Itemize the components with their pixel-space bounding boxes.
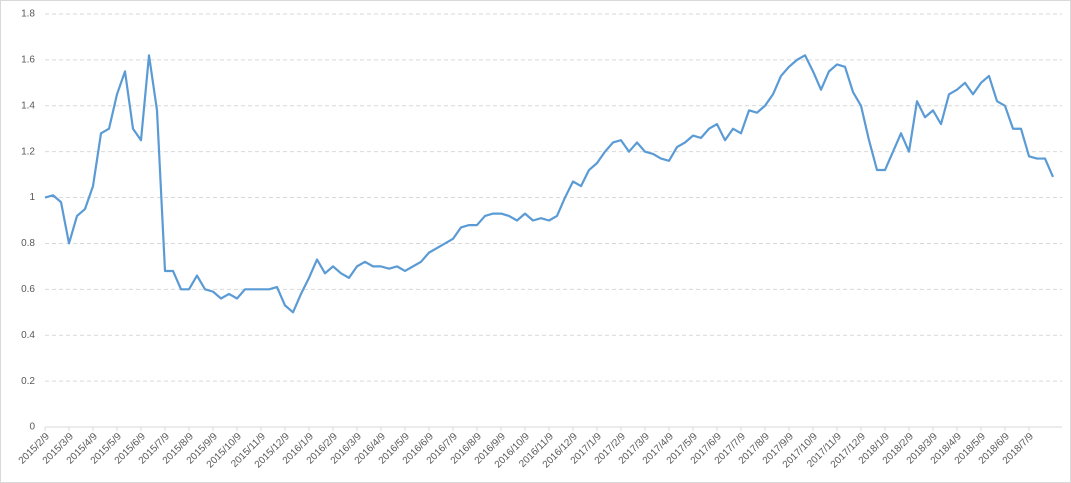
y-tick-label: 1.4 <box>21 100 35 111</box>
y-tick-label: 1.2 <box>21 146 35 157</box>
y-tick-label: 0.8 <box>21 238 35 249</box>
y-tick-label: 0 <box>29 422 35 433</box>
y-tick-label: 1.6 <box>21 55 35 66</box>
y-tick-label: 1 <box>29 192 35 203</box>
y-tick-label: 0.6 <box>21 284 35 295</box>
y-tick-label: 0.2 <box>21 376 35 387</box>
data-line <box>44 54 1055 314</box>
y-tick-label: 1.8 <box>21 9 35 20</box>
y-tick-label: 0.4 <box>21 330 35 341</box>
